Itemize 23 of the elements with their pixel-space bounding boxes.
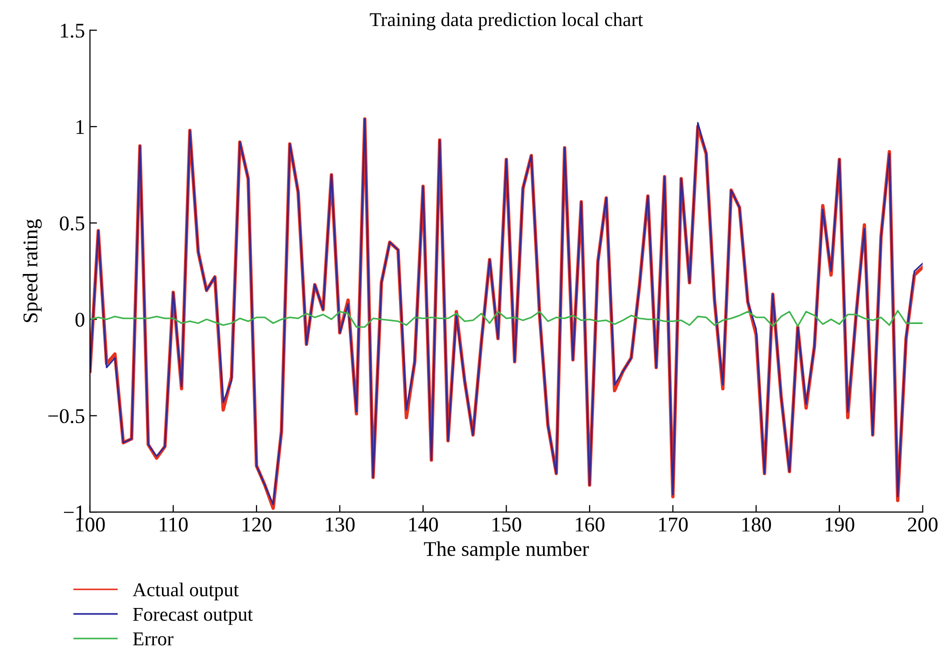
x-tick-label: 130: [326, 518, 355, 532]
x-tick-label: 160: [576, 518, 604, 532]
y-tick-label: −0.5: [48, 409, 84, 424]
line-series: [90, 310, 923, 328]
x-tick-label: 180: [742, 518, 771, 532]
x-tick-label: 140: [409, 518, 438, 532]
x-tick-label: 100: [76, 518, 105, 532]
x-tick-label: 200: [908, 518, 938, 532]
y-tick-label: 0: [75, 312, 84, 327]
x-tick-label: 170: [659, 518, 688, 532]
y-tick-label: 1: [76, 120, 84, 134]
legend-label: Error: [133, 632, 174, 646]
x-tick-label: 110: [160, 518, 188, 532]
legend-label: Actual output: [132, 582, 239, 600]
x-tick-label: 190: [826, 518, 854, 532]
x-axis-title: The sample number: [424, 541, 589, 560]
chart-title: Training data prediction local chart: [370, 12, 643, 30]
y-tick-label: 1.5: [60, 24, 84, 38]
y-axis-title: Speed rating: [22, 219, 42, 322]
x-tick-label: 120: [242, 518, 272, 532]
x-tick-label: 150: [492, 518, 522, 532]
y-tick-label: 0.5: [60, 216, 84, 230]
legend-label: Forecast output: [133, 608, 253, 625]
